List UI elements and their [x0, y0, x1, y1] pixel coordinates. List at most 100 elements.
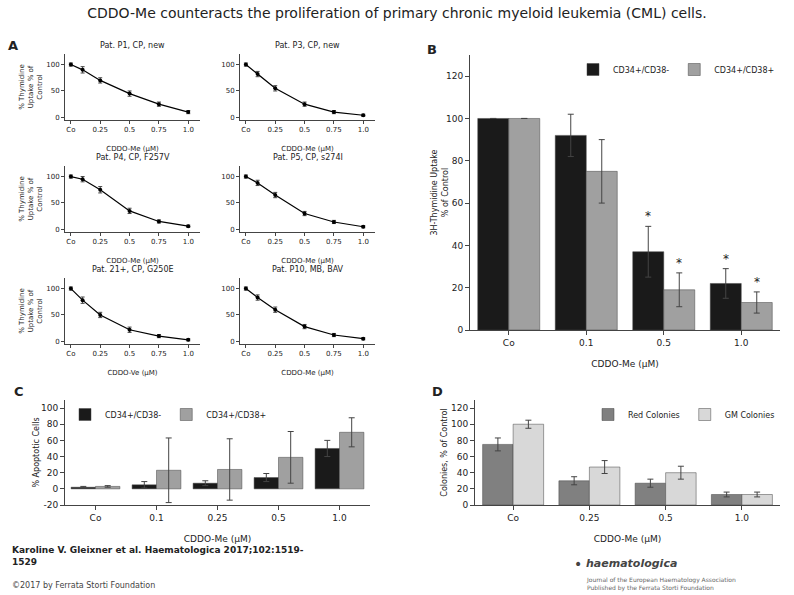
- svg-text:Co: Co: [507, 513, 519, 523]
- svg-text:0: 0: [55, 338, 59, 346]
- svg-text:40: 40: [47, 452, 59, 462]
- svg-text:CDDO-Me (μM): CDDO-Me (μM): [594, 534, 661, 544]
- svg-text:50: 50: [226, 311, 235, 319]
- svg-text:Co: Co: [503, 338, 515, 348]
- svg-text:CDDO-Me (μM): CDDO-Me (μM): [591, 359, 658, 369]
- svg-text:0.25: 0.25: [92, 126, 108, 134]
- svg-text:80: 80: [452, 156, 464, 166]
- svg-text:1.0: 1.0: [735, 513, 750, 523]
- svg-text:-20: -20: [43, 500, 58, 510]
- svg-text:% ThymidineUptake % ofControl: % ThymidineUptake % ofControl: [18, 64, 44, 110]
- svg-text:B: B: [427, 42, 437, 57]
- svg-text:120: 120: [451, 403, 468, 413]
- svg-text:0.75: 0.75: [326, 350, 342, 358]
- svg-text:1.0: 1.0: [358, 350, 369, 358]
- svg-text:100: 100: [46, 61, 59, 69]
- svg-text:% Apoptotic Cells: % Apoptotic Cells: [32, 417, 41, 487]
- svg-text:CDDO-Me (μM): CDDO-Me (μM): [281, 257, 334, 265]
- svg-text:D: D: [432, 384, 443, 399]
- svg-text:0.25: 0.25: [92, 350, 108, 358]
- svg-text:100: 100: [221, 61, 234, 69]
- svg-text:*: *: [754, 275, 760, 289]
- svg-text:0.5: 0.5: [657, 338, 671, 348]
- svg-text:0.25: 0.25: [207, 513, 227, 523]
- svg-text:60: 60: [452, 198, 464, 208]
- svg-text:1.0: 1.0: [358, 238, 369, 246]
- svg-text:100: 100: [446, 114, 463, 124]
- svg-text:Pat. 21+, CP, G250E: Pat. 21+, CP, G250E: [92, 265, 174, 274]
- svg-text:CD34+/CD38-: CD34+/CD38-: [613, 66, 669, 75]
- svg-text:1.0: 1.0: [183, 126, 194, 134]
- svg-text:60: 60: [457, 452, 469, 462]
- svg-text:60: 60: [47, 436, 59, 446]
- svg-text:0: 0: [457, 325, 463, 335]
- svg-text:0.75: 0.75: [151, 350, 167, 358]
- svg-text:0.25: 0.25: [267, 126, 283, 134]
- svg-text:50: 50: [226, 87, 235, 95]
- svg-text:*: *: [676, 256, 682, 270]
- svg-text:0.25: 0.25: [267, 350, 283, 358]
- svg-text:100: 100: [46, 173, 59, 181]
- svg-text:0: 0: [230, 338, 234, 346]
- svg-text:0.1: 0.1: [149, 513, 163, 523]
- svg-text:Pat. P4, CP, F257V: Pat. P4, CP, F257V: [96, 153, 170, 162]
- svg-text:A: A: [8, 38, 18, 53]
- svg-text:Journal of the European Haemat: Journal of the European Haematology Asso…: [586, 576, 736, 592]
- svg-text:0.75: 0.75: [151, 126, 167, 134]
- svg-text:40: 40: [452, 241, 464, 251]
- svg-text:Colonies, % of Control: Colonies, % of Control: [440, 408, 449, 496]
- svg-text:Co: Co: [241, 238, 250, 246]
- svg-text:CDDO-Ve (μM): CDDO-Ve (μM): [107, 369, 157, 377]
- svg-text:0.25: 0.25: [267, 238, 283, 246]
- svg-text:Co: Co: [241, 126, 250, 134]
- svg-text:Co: Co: [90, 513, 102, 523]
- svg-text:CD34+/CD38-: CD34+/CD38-: [105, 411, 161, 420]
- svg-text:1.0: 1.0: [734, 338, 749, 348]
- svg-text:20: 20: [452, 283, 464, 293]
- svg-text:50: 50: [51, 87, 60, 95]
- svg-text:% ThymidineUptake % ofControl: % ThymidineUptake % ofControl: [18, 288, 44, 334]
- svg-text:Pat. P3, CP, new: Pat. P3, CP, new: [275, 41, 340, 50]
- svg-text:40: 40: [457, 468, 469, 478]
- svg-text:0.5: 0.5: [299, 126, 310, 134]
- svg-text:Pat. P5, CP, s274I: Pat. P5, CP, s274I: [273, 153, 343, 162]
- svg-text:0.1: 0.1: [579, 338, 593, 348]
- svg-text:0: 0: [462, 500, 468, 510]
- svg-text:Co: Co: [66, 238, 75, 246]
- svg-text:0: 0: [230, 114, 234, 122]
- svg-text:0.5: 0.5: [299, 350, 310, 358]
- svg-text:0.25: 0.25: [92, 238, 108, 246]
- svg-text:0: 0: [55, 114, 59, 122]
- svg-text:50: 50: [226, 199, 235, 207]
- svg-text:100: 100: [221, 173, 234, 181]
- svg-text:0.75: 0.75: [326, 238, 342, 246]
- svg-text:0: 0: [55, 226, 59, 234]
- svg-text:1.0: 1.0: [183, 350, 194, 358]
- svg-text:120: 120: [446, 71, 463, 81]
- svg-text:1.0: 1.0: [183, 238, 194, 246]
- svg-text:100: 100: [451, 419, 468, 429]
- svg-text:Red Colonies: Red Colonies: [628, 411, 680, 420]
- svg-text:100: 100: [46, 285, 59, 293]
- svg-text:1.0: 1.0: [332, 513, 347, 523]
- svg-text:CDDO-Me (μM): CDDO-Me (μM): [106, 257, 159, 265]
- svg-text:0.25: 0.25: [579, 513, 599, 523]
- svg-text:Co: Co: [241, 350, 250, 358]
- svg-text:Co: Co: [66, 126, 75, 134]
- svg-text:0.5: 0.5: [124, 350, 135, 358]
- svg-text:0.75: 0.75: [151, 238, 167, 246]
- svg-text:CDDO-Me (μM): CDDO-Me (μM): [281, 145, 334, 153]
- svg-text:0.75: 0.75: [326, 126, 342, 134]
- svg-text:CD34+/CD38+: CD34+/CD38+: [206, 411, 266, 420]
- svg-text:100: 100: [221, 285, 234, 293]
- svg-text:50: 50: [51, 311, 60, 319]
- svg-text:*: *: [723, 252, 729, 266]
- svg-text:Pat. P10, MB, BAV: Pat. P10, MB, BAV: [272, 265, 344, 274]
- svg-text:0: 0: [230, 226, 234, 234]
- svg-text:0.5: 0.5: [271, 513, 285, 523]
- svg-text:haematologica: haematologica: [586, 557, 677, 570]
- svg-text:CDDO-Me (μM): CDDO-Me (μM): [281, 369, 334, 377]
- svg-text:0.5: 0.5: [658, 513, 672, 523]
- svg-text:C: C: [14, 384, 24, 399]
- svg-text:CDDO-Me (μM): CDDO-Me (μM): [106, 145, 159, 153]
